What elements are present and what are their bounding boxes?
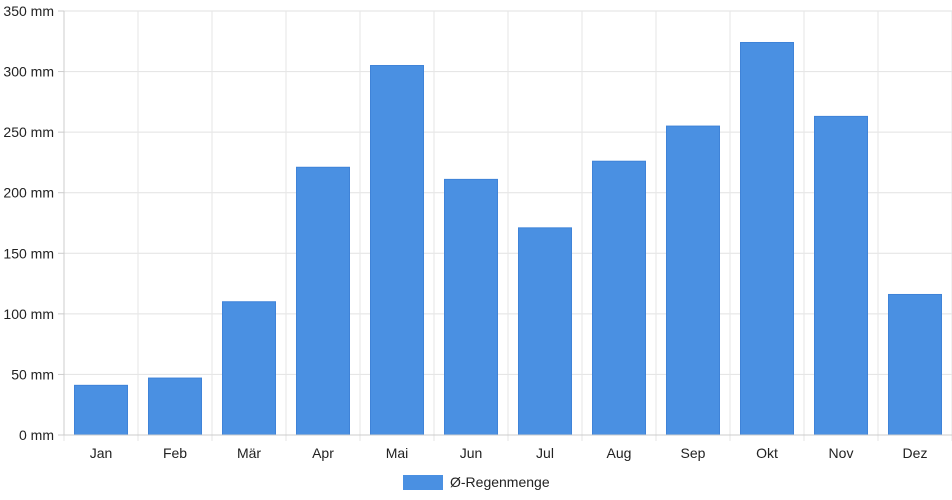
x-tick-label: Jun <box>460 445 483 461</box>
y-tick-label: 300 mm <box>3 64 54 80</box>
x-tick-label: Mai <box>386 445 409 461</box>
y-tick-label: 150 mm <box>3 245 54 261</box>
bar-mär[interactable] <box>222 301 276 436</box>
x-tick-label: Mär <box>237 445 261 461</box>
legend-label: Ø-Regenmenge <box>450 474 550 490</box>
x-tick-label: Dez <box>903 445 928 461</box>
legend-swatch <box>403 475 443 490</box>
bar-aug[interactable] <box>592 160 646 436</box>
bar-apr[interactable] <box>296 166 350 436</box>
x-tick-label: Jan <box>90 445 113 461</box>
bar-mai[interactable] <box>370 65 424 436</box>
bar-nov[interactable] <box>814 115 868 436</box>
bars <box>74 41 942 436</box>
y-tick-label: 50 mm <box>11 366 54 382</box>
x-tick-label: Sep <box>681 445 706 461</box>
x-tick-label: Apr <box>312 445 334 461</box>
bar-feb[interactable] <box>148 377 202 436</box>
y-tick-label: 0 mm <box>19 427 54 443</box>
y-tick-label: 250 mm <box>3 124 54 140</box>
bar-dez[interactable] <box>888 293 942 436</box>
bar-jul[interactable] <box>518 227 572 436</box>
bar-jan[interactable] <box>74 384 128 436</box>
y-tick-label: 350 mm <box>3 3 54 19</box>
x-tick-label: Aug <box>607 445 632 461</box>
y-tick-label: 100 mm <box>3 306 54 322</box>
axes: 0 mm 50 mm 100 mm 150 mm 200 mm 250 mm 300 mm 3… <box>3 3 952 461</box>
legend[interactable]: Ø-Regenmenge <box>403 474 550 490</box>
x-tick-label: Feb <box>163 445 187 461</box>
grid <box>63 10 952 441</box>
x-tick-label: Nov <box>829 445 854 461</box>
bar-jun[interactable] <box>444 178 498 436</box>
bar-okt[interactable] <box>740 41 794 436</box>
x-tick-label: Okt <box>756 445 778 461</box>
bar-sep[interactable] <box>666 125 720 436</box>
x-tick-label: Jul <box>536 445 554 461</box>
y-tick-label: 200 mm <box>3 185 54 201</box>
